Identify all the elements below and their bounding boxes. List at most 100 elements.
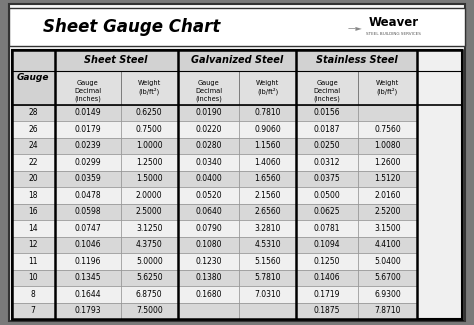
Bar (12, 50, 462, 319)
Text: 24: 24 (28, 141, 38, 150)
Text: —►: —► (348, 23, 363, 32)
Text: Weight
(lb/ft²): Weight (lb/ft²) (256, 80, 280, 95)
Text: 0.0747: 0.0747 (74, 224, 101, 233)
Bar (358, 71, 417, 105)
Bar (55, 171, 121, 187)
Bar (12, 253, 55, 270)
Text: 0.1345: 0.1345 (74, 273, 101, 282)
Bar (178, 270, 239, 286)
Bar (178, 286, 239, 303)
Bar (296, 154, 358, 171)
Text: 0.6250: 0.6250 (136, 109, 163, 117)
Bar (296, 253, 358, 270)
Text: 0.0156: 0.0156 (314, 109, 340, 117)
Text: 0.0375: 0.0375 (314, 175, 340, 183)
Bar (12, 270, 55, 286)
Bar (239, 220, 296, 237)
Text: 5.6250: 5.6250 (136, 273, 163, 282)
Text: 0.0299: 0.0299 (74, 158, 101, 167)
Text: 16: 16 (28, 207, 38, 216)
Bar (358, 237, 417, 253)
Bar (358, 286, 417, 303)
Bar (12, 204, 55, 220)
Text: 7: 7 (31, 306, 36, 315)
Bar (55, 204, 121, 220)
Text: Weaver: Weaver (368, 16, 419, 29)
Text: 5.6700: 5.6700 (374, 273, 401, 282)
Text: Gauge: Gauge (17, 73, 49, 82)
Bar (121, 253, 178, 270)
Text: 1.5120: 1.5120 (374, 175, 401, 183)
Text: STEEL BUILDING SERVICES: STEEL BUILDING SERVICES (366, 32, 421, 36)
Text: 0.7500: 0.7500 (136, 125, 163, 134)
Text: 2.1560: 2.1560 (255, 191, 281, 200)
Bar (121, 237, 178, 253)
Bar (239, 71, 296, 105)
Text: 0.0625: 0.0625 (314, 207, 340, 216)
Bar (358, 121, 417, 138)
Text: Gauge
Decimal
(inches): Gauge Decimal (inches) (313, 80, 341, 102)
Bar (55, 50, 178, 71)
Text: 4.4100: 4.4100 (374, 240, 401, 249)
Bar (12, 303, 55, 319)
Bar (358, 154, 417, 171)
Text: 0.1380: 0.1380 (195, 273, 222, 282)
Bar (55, 138, 121, 154)
Text: 5.1560: 5.1560 (255, 257, 281, 266)
Text: 0.1094: 0.1094 (314, 240, 340, 249)
Text: 0.1793: 0.1793 (74, 306, 101, 315)
Bar (121, 171, 178, 187)
Bar (296, 105, 358, 121)
Text: 0.0598: 0.0598 (74, 207, 101, 216)
Text: 28: 28 (28, 109, 38, 117)
Bar (178, 220, 239, 237)
Text: 0.0312: 0.0312 (314, 158, 340, 167)
Text: 0.0790: 0.0790 (195, 224, 222, 233)
Text: 3.1500: 3.1500 (374, 224, 401, 233)
Bar (55, 237, 121, 253)
Text: 0.0640: 0.0640 (195, 207, 222, 216)
Bar (121, 220, 178, 237)
Bar (121, 138, 178, 154)
Bar (178, 121, 239, 138)
Bar (55, 71, 121, 105)
Text: 2.6560: 2.6560 (255, 207, 281, 216)
Bar (296, 187, 358, 204)
Text: 2.0000: 2.0000 (136, 191, 163, 200)
Bar (55, 303, 121, 319)
Text: 22: 22 (28, 158, 38, 167)
Bar (12, 154, 55, 171)
Text: 0.0187: 0.0187 (314, 125, 340, 134)
Bar (239, 171, 296, 187)
Text: 0.1406: 0.1406 (314, 273, 340, 282)
Text: 26: 26 (28, 125, 38, 134)
Text: 0.0220: 0.0220 (195, 125, 222, 134)
Bar (121, 270, 178, 286)
Bar (239, 237, 296, 253)
Bar (55, 270, 121, 286)
Text: 0.0520: 0.0520 (195, 191, 222, 200)
Bar (9, 8, 465, 46)
Text: 10: 10 (28, 273, 38, 282)
Text: 1.0000: 1.0000 (136, 141, 163, 150)
Bar (121, 105, 178, 121)
Bar (178, 171, 239, 187)
Bar (178, 237, 239, 253)
Bar (178, 71, 239, 105)
Text: 0.1680: 0.1680 (195, 290, 222, 299)
Bar (296, 237, 358, 253)
Text: 20: 20 (28, 175, 38, 183)
Bar (178, 138, 239, 154)
Text: Gauge
Decimal
(inches): Gauge Decimal (inches) (74, 80, 101, 102)
Bar (178, 253, 239, 270)
Bar (178, 187, 239, 204)
Bar (12, 286, 55, 303)
Text: 6.8750: 6.8750 (136, 290, 163, 299)
Bar (121, 71, 178, 105)
Bar (55, 286, 121, 303)
Bar (239, 286, 296, 303)
Text: 0.0239: 0.0239 (74, 141, 101, 150)
Text: 7.0310: 7.0310 (255, 290, 281, 299)
Text: 2.5000: 2.5000 (136, 207, 163, 216)
Text: 0.1719: 0.1719 (314, 290, 340, 299)
